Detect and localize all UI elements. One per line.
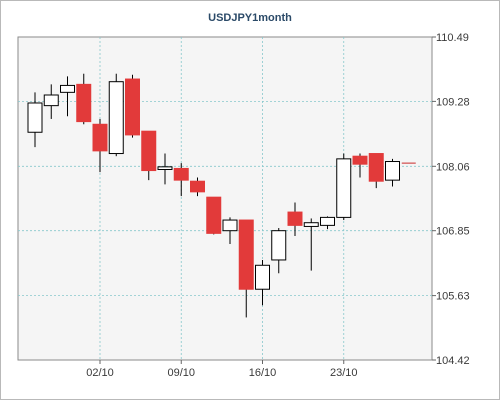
candle-body-up (60, 84, 75, 93)
candle-body-down (173, 167, 189, 181)
candle (108, 73, 124, 157)
candle-body-down (76, 83, 92, 123)
y-tick-label: 104.42 (436, 355, 470, 367)
candle (385, 158, 400, 187)
candle-body-up (157, 166, 173, 170)
candle-body-down (141, 130, 157, 172)
candle (190, 177, 205, 197)
candles (27, 73, 416, 318)
candle-body-up (43, 94, 59, 107)
candle-body-down (206, 196, 222, 234)
candle (60, 76, 75, 117)
candle (206, 196, 222, 235)
candle-body-up (336, 158, 352, 218)
candle-body-down (92, 123, 108, 152)
candle (287, 202, 303, 237)
x-tick-label: 09/10 (167, 367, 195, 379)
candle (336, 153, 352, 221)
candle (320, 216, 335, 230)
candle (368, 153, 384, 189)
candle-body-down (287, 211, 303, 226)
candle (271, 228, 287, 274)
candle-body-down (238, 219, 254, 290)
candle (125, 74, 140, 138)
x-tick-label: 02/10 (86, 367, 114, 379)
candle-body-down (190, 180, 205, 193)
candle (255, 259, 270, 306)
candle (157, 153, 173, 185)
candle (141, 130, 157, 181)
candle-body-up (255, 264, 270, 290)
candle (222, 217, 238, 244)
y-tick-label: 105.63 (436, 291, 470, 303)
candle-body-down (352, 155, 368, 165)
candle (76, 73, 92, 125)
candle (238, 219, 254, 318)
candle (303, 218, 319, 271)
candle (27, 92, 43, 148)
chart-title: USDJPY1month (208, 12, 292, 24)
candle-body-up (385, 161, 400, 181)
candle-body-down (368, 153, 384, 182)
y-tick-label: 109.28 (436, 96, 470, 108)
y-tick-label: 106.85 (436, 226, 470, 238)
candle-body-down (125, 78, 140, 136)
candle-body-up (222, 219, 238, 232)
candle-body-up (303, 222, 319, 227)
candle (173, 163, 189, 197)
candle-body-up (27, 102, 43, 133)
y-tick-label: 108.06 (436, 161, 470, 173)
x-tick-label: 23/10 (330, 367, 358, 379)
x-tick-label: 16/10 (249, 367, 277, 379)
y-tick-label: 110.49 (436, 32, 469, 44)
candle (43, 84, 59, 119)
candle (92, 118, 108, 173)
candle (352, 153, 368, 178)
candle-body-up (108, 81, 124, 155)
candle-body-up (320, 216, 335, 226)
axes: 110.49 109.28 108.06 106.85 105.63 104.42 02/1… (86, 32, 469, 379)
candle-body-up (271, 230, 287, 261)
